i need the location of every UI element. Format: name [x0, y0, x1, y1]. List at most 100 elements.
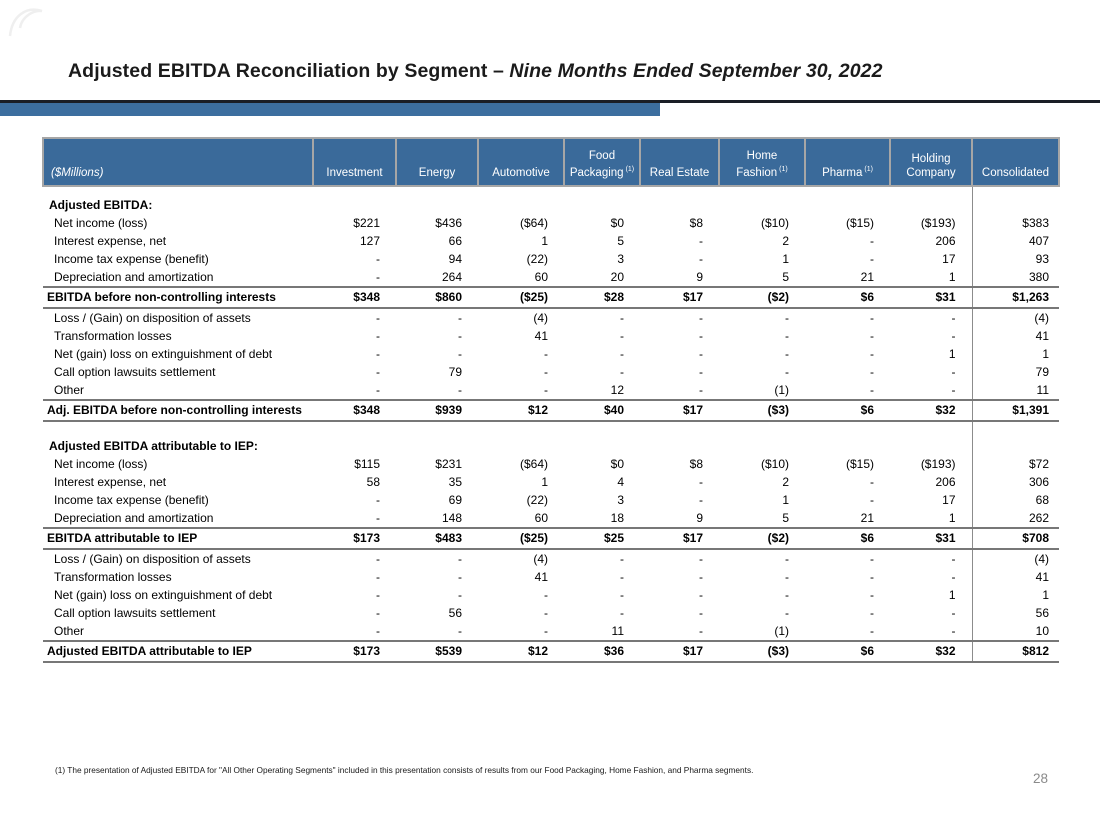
value-cell: $31 — [890, 286, 972, 309]
value-cell: - — [544, 606, 548, 620]
value-cell: - — [376, 552, 380, 566]
value-cell: $539 — [396, 640, 478, 663]
value-cell — [890, 437, 972, 455]
row-label: Income tax expense (benefit) — [54, 493, 209, 507]
value-cell: 380 — [971, 268, 1059, 287]
value-cell: $17 — [640, 527, 719, 550]
accent-bar — [0, 103, 660, 116]
spacer-row — [43, 186, 1059, 196]
value-cell: $708 — [971, 527, 1059, 550]
value-cell: ($10) — [760, 216, 789, 230]
total-row: Adj. EBITDA before non-controlling inter… — [43, 399, 1059, 422]
value-cell: - — [870, 588, 874, 602]
value-cell: - — [870, 329, 874, 343]
value-cell: - — [544, 624, 548, 638]
column-header-holding-company: Holding Company — [889, 137, 973, 187]
row-label: Adjusted EBITDA attributable to IEP — [43, 640, 313, 663]
value-cell: $36 — [564, 640, 640, 663]
value-cell: $0 — [610, 457, 624, 471]
value-cell: 9 — [696, 270, 703, 284]
table-row: Interest expense, net 58 35 1 4 - 2 - 206 306 — [43, 473, 1059, 491]
value-cell — [313, 186, 396, 196]
value-cell: - — [620, 311, 624, 325]
value-cell: (1) — [774, 383, 789, 397]
table-row: Net (gain) loss on extinguishment of deb… — [43, 345, 1059, 363]
value-cell: - — [870, 570, 874, 584]
value-cell: - — [699, 365, 703, 379]
value-cell: - — [870, 383, 874, 397]
title-emphasis: Nine Months Ended September 30, 2022 — [509, 60, 883, 82]
value-cell: - — [376, 570, 380, 584]
table-row: Depreciation and amortization - 264 60 20 9 5 2… — [43, 268, 1059, 287]
column-header-food-packaging: Food Packaging (1) — [563, 137, 641, 187]
value-cell: - — [870, 311, 874, 325]
value-cell: 18 — [610, 511, 624, 525]
value-cell: $173 — [313, 640, 396, 663]
value-cell: - — [785, 365, 789, 379]
title-main: Adjusted EBITDA Reconciliation by Segmen… — [68, 60, 510, 82]
value-cell: - — [951, 552, 956, 566]
value-cell: - — [458, 383, 462, 397]
value-cell: 262 — [971, 509, 1059, 528]
value-cell: - — [376, 252, 380, 266]
value-cell: - — [620, 365, 624, 379]
value-cell: - — [699, 493, 703, 507]
value-cell — [971, 196, 1059, 214]
value-cell: 9 — [696, 511, 703, 525]
value-cell: 1 — [782, 252, 789, 266]
table-row: Call option lawsuits settlement - 79 - - - - - -… — [43, 363, 1059, 381]
value-cell: - — [870, 475, 874, 489]
value-cell: $17 — [640, 640, 719, 663]
value-cell: 11 — [611, 624, 624, 638]
unit-label: ($Millions) — [42, 137, 314, 187]
table-row: Loss / (Gain) on disposition of assets - -… — [43, 308, 1059, 327]
value-cell: - — [870, 365, 874, 379]
value-cell: - — [785, 606, 789, 620]
ebitda-reconciliation-table: ($Millions) Investment Energy Automotive Fo… — [42, 137, 1060, 663]
value-cell — [564, 196, 640, 214]
row-label: Call option lawsuits settlement — [54, 365, 216, 379]
value-cell: - — [376, 311, 380, 325]
value-cell: - — [785, 588, 789, 602]
value-cell: - — [376, 347, 380, 361]
value-cell: ($2) — [719, 286, 805, 309]
value-cell: 35 — [448, 475, 462, 489]
value-cell — [396, 437, 478, 455]
value-cell: $6 — [805, 640, 890, 663]
table-row: Loss / (Gain) on disposition of assets - -… — [43, 549, 1059, 568]
row-label: Net (gain) loss on extinguishment of deb… — [54, 588, 273, 602]
value-cell: 79 — [448, 365, 462, 379]
value-cell: 41 — [534, 570, 548, 584]
row-label: Other — [54, 624, 85, 638]
row-label: Adjusted EBITDA: — [49, 198, 153, 212]
value-cell — [805, 196, 890, 214]
value-cell: 1 — [782, 493, 789, 507]
value-cell — [564, 186, 640, 196]
value-cell: - — [699, 383, 703, 397]
value-cell: - — [620, 552, 624, 566]
value-cell: 58 — [366, 475, 380, 489]
row-label: Interest expense, net — [54, 234, 167, 248]
table-row: Depreciation and amortization - 148 60 18 9 5 2… — [43, 509, 1059, 528]
value-cell: - — [951, 570, 956, 584]
value-cell: 21 — [860, 511, 874, 525]
value-cell: - — [620, 347, 624, 361]
value-cell: - — [376, 511, 380, 525]
value-cell: - — [699, 347, 703, 361]
value-cell: - — [458, 552, 462, 566]
row-label: Adjusted EBITDA attributable to IEP: — [49, 439, 258, 453]
value-cell: - — [376, 270, 380, 284]
value-cell: - — [951, 329, 956, 343]
column-header-automotive: Automotive — [477, 137, 565, 187]
table-row: Net (gain) loss on extinguishment of deb… — [43, 586, 1059, 604]
value-cell: ($193) — [920, 457, 956, 471]
value-cell — [396, 421, 478, 437]
value-cell: $17 — [640, 286, 719, 309]
value-cell: 68 — [971, 491, 1059, 509]
value-cell: - — [699, 311, 703, 325]
value-cell — [564, 437, 640, 455]
value-cell: $6 — [805, 286, 890, 309]
value-cell: 93 — [971, 250, 1059, 268]
value-cell: 79 — [971, 363, 1059, 381]
row-label: Net (gain) loss on extinguishment of deb… — [54, 347, 273, 361]
